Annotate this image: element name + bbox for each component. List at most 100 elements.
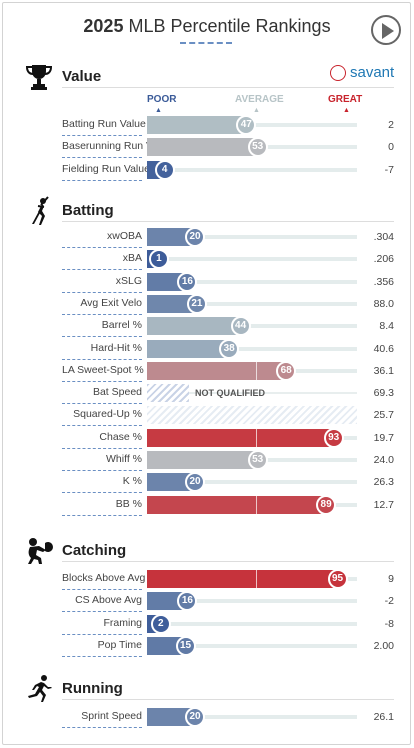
metric-row[interactable]: Hard-Hit % 38 40.6 [62,338,394,360]
percentile-badge[interactable]: 16 [177,272,198,292]
metric-label[interactable]: xBA [122,252,142,264]
metric-row[interactable]: Avg Exit Velo 21 88.0 [62,293,394,315]
percentile-badge[interactable]: 89 [316,495,337,515]
metric-label-underline [62,492,142,493]
catcher-icon [24,536,56,566]
metric-value: 2.00 [373,640,394,652]
percentile-bar [147,473,195,491]
metric-label[interactable]: Baserunning Run Value [62,140,173,152]
percentile-badge[interactable]: 20 [185,227,205,247]
percentile-badge[interactable]: 38 [219,339,240,359]
metric-label-underline [62,448,142,449]
metric-label[interactable]: Barrel % [101,319,142,331]
metric-row[interactable]: xwOBA 20 .304 [62,226,394,248]
section-catching: Catching [24,536,394,566]
percentile-badge[interactable]: 16 [177,591,198,611]
average-line [256,429,257,447]
metric-row[interactable]: LA Sweet-Spot % 68 36.1 [62,360,394,382]
average-line [256,570,257,588]
percentile-track [147,324,357,328]
percentile-badge[interactable]: 20 [185,472,205,492]
metric-row[interactable]: Framing 2 -8 [62,613,394,635]
metric-value: 24.0 [373,454,394,466]
metric-label-underline [62,180,142,181]
metric-label[interactable]: Avg Exit Velo [80,297,142,309]
metric-row[interactable]: xSLG 16 .356 [62,271,394,293]
metric-label-underline [62,403,142,404]
percentile-bar [147,429,334,447]
metric-row[interactable]: Sprint Speed 20 26.1 [62,706,394,728]
average-line [256,496,257,514]
metric-label-underline [62,425,142,426]
percentile-badge[interactable]: 4 [154,160,175,180]
percentile-badge[interactable]: 44 [230,316,251,336]
metric-label[interactable]: Bat Speed [92,386,142,398]
metric-label[interactable]: xSLG [115,275,142,287]
metric-row[interactable]: Blocks Above Avg 95 9 [62,568,394,590]
metric-value: 0 [388,141,394,153]
percentile-bar [147,138,258,156]
metric-label[interactable]: BB % [115,498,142,510]
metric-row[interactable]: Batting Run Value 47 2 [62,114,394,136]
metric-label[interactable]: Blocks Above Avg [62,572,146,584]
metric-label[interactable]: Chase % [99,431,142,443]
metric-label[interactable]: LA Sweet-Spot % [62,364,144,376]
metric-label[interactable]: Batting Run Value [62,118,146,130]
metric-row[interactable]: Baserunning Run Value 53 0 [62,136,394,158]
metric-row[interactable]: K % 20 26.3 [62,471,394,493]
percentile-bar [147,708,195,726]
metric-row[interactable]: Squared-Up % 25.7 [62,404,394,426]
percentile-track [147,280,357,284]
section-divider [62,221,394,222]
metric-label-underline [62,135,142,136]
percentile-badge[interactable]: 53 [247,137,268,157]
section-title: Catching [62,542,127,559]
section-value: Value [24,62,394,92]
percentile-track [147,644,357,648]
section-title: Batting [62,202,114,219]
percentile-badge[interactable]: 15 [175,636,196,656]
metric-row[interactable]: Fielding Run Value 4 -7 [62,159,394,181]
percentile-bar [147,273,188,291]
metric-row[interactable]: xBA 1 .206 [62,248,394,270]
percentile-badge[interactable]: 95 [327,569,348,589]
metric-label[interactable]: K % [122,475,142,487]
percentile-badge[interactable]: 2 [150,614,171,634]
metric-label[interactable]: Pop Time [97,639,142,651]
metric-label[interactable]: Framing [103,617,142,629]
metric-label[interactable]: Sprint Speed [81,710,142,722]
percentile-badge[interactable]: 93 [323,428,344,448]
metric-row[interactable]: CS Above Avg 16 -2 [62,590,394,612]
metric-label[interactable]: Squared-Up % [73,408,142,420]
baseball-icon [330,65,346,81]
metric-label[interactable]: CS Above Avg [75,594,142,606]
metric-row[interactable]: Barrel % 44 8.4 [62,315,394,337]
metric-label[interactable]: Whiff % [106,453,142,465]
percentile-track [147,302,357,306]
metric-value: 69.3 [373,387,394,399]
metric-row[interactable]: BB % 89 12.7 [62,494,394,516]
percentile-badge[interactable]: 47 [236,115,257,135]
not-qualified-bar [147,406,357,424]
percentile-track [147,168,357,172]
metric-label[interactable]: xwOBA [106,230,142,242]
percentile-badge[interactable]: 68 [276,361,297,381]
section-running: Running [24,674,394,704]
percentile-bar [147,496,327,514]
percentile-badge[interactable]: 21 [186,294,207,314]
metric-value: 26.1 [373,711,394,723]
metric-label[interactable]: Fielding Run Value [62,163,150,175]
metric-label[interactable]: Hard-Hit % [90,342,142,354]
section-divider [62,561,394,562]
metric-row[interactable]: Chase % 93 19.7 [62,427,394,449]
metric-row[interactable]: Pop Time 15 2.00 [62,635,394,657]
percentile-bar [147,362,287,380]
metric-label-underline [62,157,142,158]
percentile-bar [147,340,230,358]
percentile-badge[interactable]: 20 [185,707,205,727]
percentile-badge[interactable]: 53 [247,450,268,470]
play-button[interactable] [371,15,401,45]
metric-row[interactable]: Bat Speed NOT QUALIFIED 69.3 [62,382,394,404]
percentile-badge[interactable]: 1 [148,249,169,269]
metric-row[interactable]: Whiff % 53 24.0 [62,449,394,471]
